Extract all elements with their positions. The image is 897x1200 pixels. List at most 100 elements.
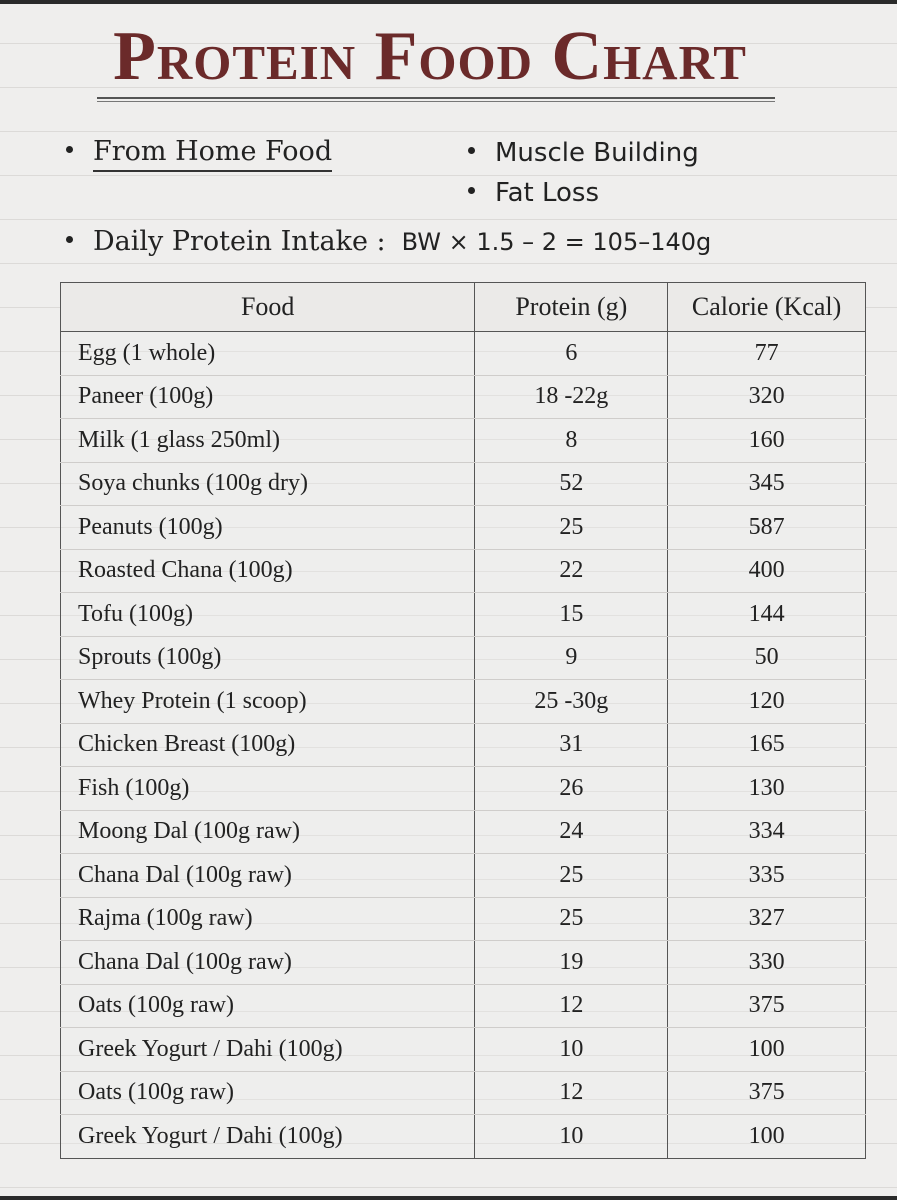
protein-cell: 9 [474,636,669,680]
calorie-cell: 375 [667,984,866,1028]
protein-cell: 6 [474,331,669,376]
table-row: Fish (100g) 26 130 [59,766,866,811]
calorie-cell: 330 [667,940,866,985]
table-row: Rajma (100g raw) 25 327 [59,897,866,941]
calorie-cell: 130 [667,766,866,811]
protein-cell: 26 [474,766,669,811]
title-underline-thin [97,101,775,102]
food-cell: Rajma (100g raw) [59,897,476,941]
calorie-cell: 100 [667,1114,866,1159]
food-cell: Moong Dal (100g raw) [59,810,476,854]
bullet-daily-intake: Daily Protein Intake : BW × 1.5 – 2 = 105… [66,228,711,255]
protein-cell: 12 [474,984,669,1028]
table-body: Egg (1 whole) 6 77 Paneer (100g) 18 -22g 320 M… [59,331,866,1159]
bottom-border [0,1196,897,1200]
table-row: Greek Yogurt / Dahi (100g) 10 100 [59,1027,866,1072]
protein-cell: 19 [474,940,669,985]
bullet-muscle-building: Muscle Building [468,140,699,166]
calorie-cell: 587 [667,505,866,550]
table-header-row: Food Protein (g) Calorie (Kcal) [59,282,866,332]
food-cell: Tofu (100g) [59,592,476,637]
calorie-cell: 375 [667,1071,866,1115]
protein-cell: 24 [474,810,669,854]
food-cell: Egg (1 whole) [59,331,476,376]
table-row: Moong Dal (100g raw) 24 334 [59,810,866,854]
food-cell: Oats (100g raw) [59,984,476,1028]
table-row: Chana Dal (100g raw) 25 335 [59,853,866,898]
header-calorie: Calorie (Kcal) [667,282,866,332]
protein-cell: 31 [474,723,669,767]
top-border [0,0,897,4]
table-row: Peanuts (100g) 25 587 [59,505,866,550]
calorie-cell: 400 [667,549,866,593]
protein-cell: 15 [474,592,669,637]
protein-cell: 25 [474,853,669,898]
protein-cell: 25 [474,505,669,550]
table-row: Greek Yogurt / Dahi (100g) 10 100 [59,1114,866,1159]
food-cell: Peanuts (100g) [59,505,476,550]
daily-intake-label: Daily Protein Intake : [93,226,386,257]
calorie-cell: 334 [667,810,866,854]
food-cell: Roasted Chana (100g) [59,549,476,593]
bullet-dot-icon [66,146,73,153]
calorie-cell: 120 [667,679,866,724]
table-row: Tofu (100g) 15 144 [59,592,866,637]
food-cell: Fish (100g) [59,766,476,811]
protein-cell: 25 [474,897,669,941]
calorie-cell: 100 [667,1027,866,1072]
bullet-dot-icon [66,236,73,243]
calorie-cell: 345 [667,462,866,506]
table-row: Milk (1 glass 250ml) 8 160 [59,418,866,463]
bullet-fat-loss: Fat Loss [468,180,599,206]
calorie-cell: 50 [667,636,866,680]
food-cell: Greek Yogurt / Dahi (100g) [59,1114,476,1159]
table-row: Whey Protein (1 scoop) 25 -30g 120 [59,679,866,724]
goal-label: Fat Loss [495,178,599,208]
calorie-cell: 77 [667,331,866,376]
calorie-cell: 320 [667,375,866,419]
table-row: Egg (1 whole) 6 77 [59,331,866,376]
protein-cell: 18 -22g [474,375,669,419]
calorie-cell: 165 [667,723,866,767]
food-cell: Chana Dal (100g raw) [59,853,476,898]
food-cell: Whey Protein (1 scoop) [59,679,476,724]
food-cell: Greek Yogurt / Dahi (100g) [59,1027,476,1072]
table-row: Chicken Breast (100g) 31 165 [59,723,866,767]
food-cell: Milk (1 glass 250ml) [59,418,476,463]
protein-cell: 10 [474,1114,669,1159]
food-cell: Chicken Breast (100g) [59,723,476,767]
table-row: Roasted Chana (100g) 22 400 [59,549,866,593]
food-cell: Soya chunks (100g dry) [59,462,476,506]
table-row: Soya chunks (100g dry) 52 345 [59,462,866,506]
table-row: Paneer (100g) 18 -22g 320 [59,375,866,419]
protein-cell: 12 [474,1071,669,1115]
home-food-label: From Home Food [93,136,333,172]
bullet-dot-icon [468,187,475,194]
protein-cell: 8 [474,418,669,463]
calorie-cell: 327 [667,897,866,941]
table-row: Oats (100g raw) 12 375 [59,1071,866,1115]
daily-intake-formula: BW × 1.5 – 2 = 105–140g [401,228,712,256]
header-protein: Protein (g) [474,282,669,332]
protein-table: Food Protein (g) Calorie (Kcal) Egg (1 w… [59,282,866,1159]
protein-cell: 25 -30g [474,679,669,724]
table-row: Chana Dal (100g raw) 19 330 [59,940,866,985]
food-cell: Sprouts (100g) [59,636,476,680]
food-cell: Chana Dal (100g raw) [59,940,476,985]
protein-cell: 10 [474,1027,669,1072]
bullet-home-food: From Home Food [66,136,333,172]
food-cell: Paneer (100g) [59,375,476,419]
protein-cell: 22 [474,549,669,593]
calorie-cell: 160 [667,418,866,463]
food-cell: Oats (100g raw) [59,1071,476,1115]
goal-label: Muscle Building [495,138,699,168]
protein-cell: 52 [474,462,669,506]
table-row: Sprouts (100g) 9 50 [59,636,866,680]
table-row: Oats (100g raw) 12 375 [59,984,866,1028]
bullet-dot-icon [468,147,475,154]
title-underline [97,97,775,99]
page-title: Protein Food Chart [113,18,747,95]
calorie-cell: 335 [667,853,866,898]
calorie-cell: 144 [667,592,866,637]
header-food: Food [59,282,476,332]
